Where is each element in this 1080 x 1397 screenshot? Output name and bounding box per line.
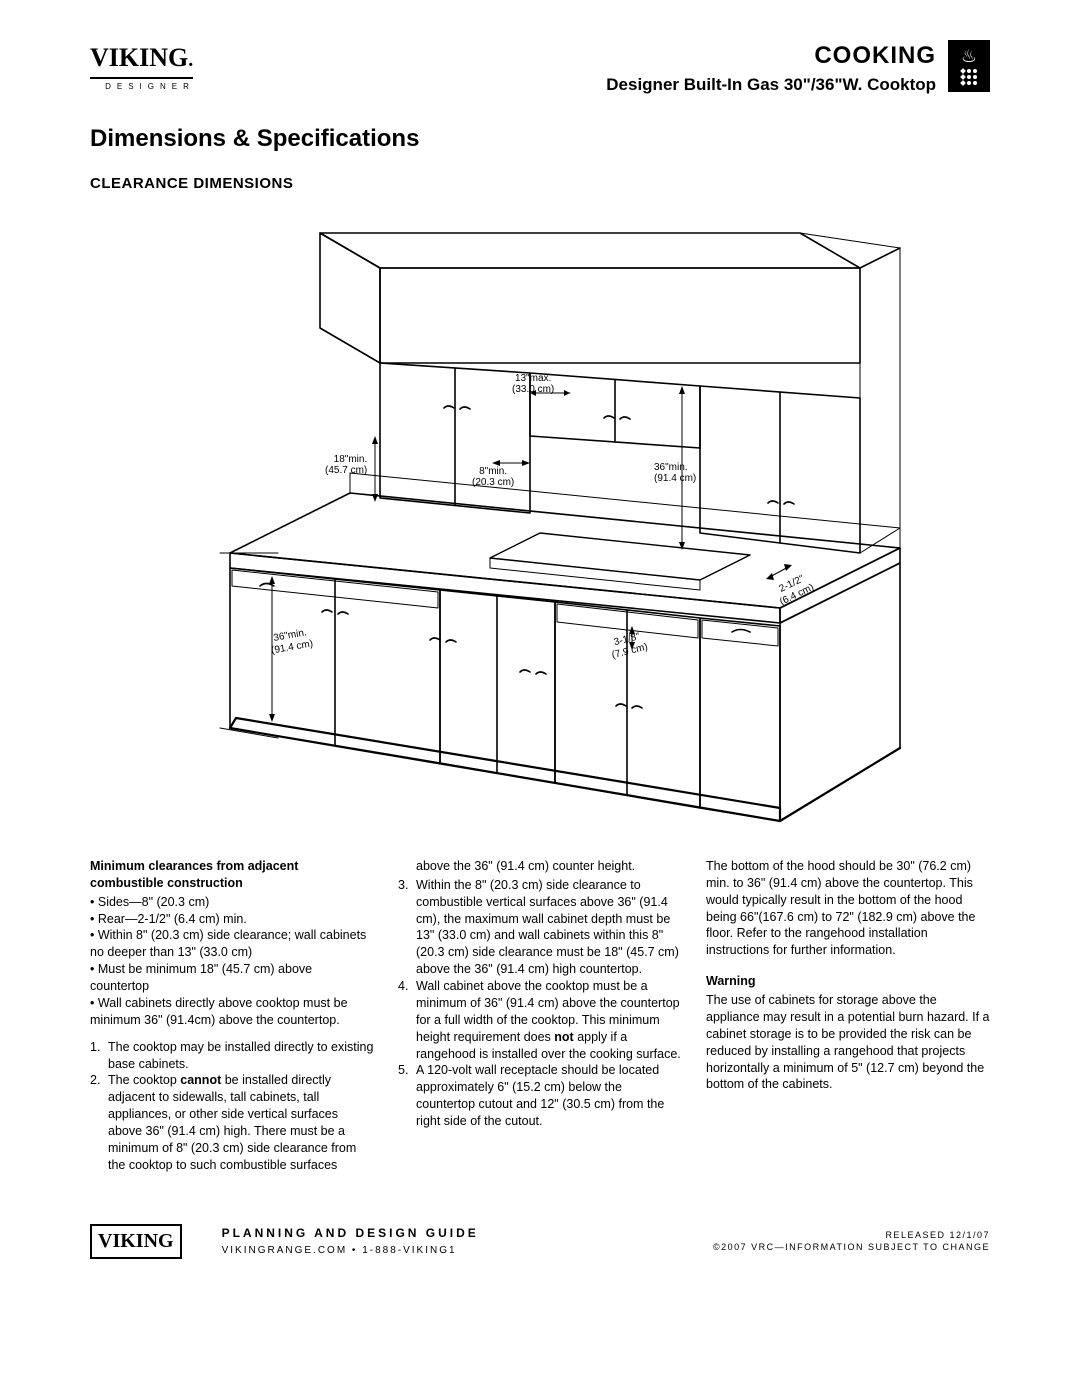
text-columns: Minimum clearances from adjacent combust… bbox=[90, 858, 990, 1174]
col1-bullet-1: Sides—8" (20.3 cm) bbox=[90, 894, 374, 911]
brand-logo-subtext: DESIGNER bbox=[90, 82, 210, 93]
dim-18min-l1: 18"min. bbox=[334, 454, 368, 465]
col2-num-5: 5.A 120-volt wall receptacle should be l… bbox=[398, 1062, 682, 1130]
col1-num-2: 2.The cooktop cannot be installed direct… bbox=[90, 1072, 374, 1173]
col1-bullet-2: Rear—2-1/2" (6.4 cm) min. bbox=[90, 911, 374, 928]
warning-heading: Warning bbox=[706, 973, 990, 990]
product-title: Designer Built-In Gas 30"/36"W. Cooktop bbox=[606, 74, 936, 97]
header: VIKING. DESIGNER COOKING Designer Built-… bbox=[90, 40, 990, 97]
col2-num-5-n: 5. bbox=[398, 1062, 412, 1130]
header-titles: COOKING Designer Built-In Gas 30"/36"W. … bbox=[606, 40, 936, 97]
flame-icon: ♨ bbox=[961, 47, 977, 65]
page: VIKING. DESIGNER COOKING Designer Built-… bbox=[0, 0, 1080, 1289]
col2-num-4-n: 4. bbox=[398, 978, 412, 1062]
dim-13max-l1: 13"max. bbox=[515, 373, 551, 384]
footer-guide-title: PLANNING AND DESIGN GUIDE bbox=[222, 1225, 693, 1241]
footer: VIKING PLANNING AND DESIGN GUIDE VIKINGR… bbox=[90, 1224, 990, 1259]
footer-right: RELEASED 12/1/07 ©2007 VRC—INFORMATION S… bbox=[713, 1229, 990, 1254]
footer-middle: PLANNING AND DESIGN GUIDE VIKINGRANGE.CO… bbox=[202, 1225, 693, 1257]
col1-num-1: 1.The cooktop may be installed directly … bbox=[90, 1039, 374, 1073]
col1-num-1-text: The cooktop may be installed directly to… bbox=[108, 1039, 374, 1073]
footer-logo: VIKING bbox=[90, 1224, 182, 1259]
col2-num-4-text: Wall cabinet above the cooktop must be a… bbox=[416, 978, 682, 1062]
col2-num-3-n: 3. bbox=[398, 877, 412, 978]
col2-numbered: 3.Within the 8" (20.3 cm) side clearance… bbox=[398, 877, 682, 1130]
dim-8min: 8"min. (20.3 cm) bbox=[472, 466, 514, 489]
dim-8min-l2: (20.3 cm) bbox=[472, 477, 514, 488]
column-2: above the 36" (91.4 cm) counter height. … bbox=[398, 858, 682, 1174]
category-title: COOKING bbox=[606, 40, 936, 72]
col2-num-3-text: Within the 8" (20.3 cm) side clearance t… bbox=[416, 877, 682, 978]
col2-continuation: above the 36" (91.4 cm) counter height. bbox=[398, 858, 682, 875]
burner-grid-icon bbox=[961, 69, 977, 85]
col1-heading: Minimum clearances from adjacent combust… bbox=[90, 858, 374, 892]
dim-36min-upper-l1: 36"min. bbox=[654, 462, 688, 473]
col1-num-2-text: The cooktop cannot be installed directly… bbox=[108, 1072, 374, 1173]
dim-8min-l1: 8"min. bbox=[479, 466, 507, 477]
category-icon: ♨ bbox=[948, 40, 990, 92]
dim-36min-upper: 36"min. (91.4 cm) bbox=[654, 462, 696, 485]
col1-bullet-3: Within 8" (20.3 cm) side clearance; wall… bbox=[90, 927, 374, 961]
header-right: COOKING Designer Built-In Gas 30"/36"W. … bbox=[606, 40, 990, 97]
diagram-container: 13"max. (33.0 cm) 18"min. (45.7 cm) 8"mi… bbox=[90, 208, 990, 828]
col2-num-4: 4.Wall cabinet above the cooktop must be… bbox=[398, 978, 682, 1062]
dim-36min-upper-l2: (91.4 cm) bbox=[654, 473, 696, 484]
col2-num-5-text: A 120-volt wall receptacle should be loc… bbox=[416, 1062, 682, 1130]
col1-num-2-n: 2. bbox=[90, 1072, 104, 1173]
warning-text: The use of cabinets for storage above th… bbox=[706, 992, 990, 1093]
col1-bullets: Sides—8" (20.3 cm) Rear—2-1/2" (6.4 cm) … bbox=[90, 894, 374, 1029]
footer-contact: VIKINGRANGE.COM • 1-888-VIKING1 bbox=[222, 1244, 693, 1258]
brand-logo: VIKING. bbox=[90, 40, 193, 79]
col1-bullet-4: Must be minimum 18" (45.7 cm) above coun… bbox=[90, 961, 374, 995]
col3-paragraph: The bottom of the hood should be 30" (76… bbox=[706, 858, 990, 959]
column-3: The bottom of the hood should be 30" (76… bbox=[706, 858, 990, 1174]
dim-18min-l2: (45.7 cm) bbox=[325, 465, 367, 476]
dim-13max: 13"max. (33.0 cm) bbox=[512, 373, 554, 396]
col1-bullet-5: Wall cabinets directly above cooktop mus… bbox=[90, 995, 374, 1029]
brand-logo-text: VIKING bbox=[90, 43, 188, 72]
logo-block: VIKING. DESIGNER bbox=[90, 40, 210, 93]
brand-logo-dot: . bbox=[188, 49, 193, 71]
column-1: Minimum clearances from adjacent combust… bbox=[90, 858, 374, 1174]
col2-num-3: 3.Within the 8" (20.3 cm) side clearance… bbox=[398, 877, 682, 978]
section-title: Dimensions & Specifications bbox=[90, 123, 990, 155]
footer-copyright: ©2007 VRC—INFORMATION SUBJECT TO CHANGE bbox=[713, 1241, 990, 1254]
subsection-title: CLEARANCE DIMENSIONS bbox=[90, 174, 990, 194]
footer-release-date: RELEASED 12/1/07 bbox=[713, 1229, 990, 1242]
col1-numbered: 1.The cooktop may be installed directly … bbox=[90, 1039, 374, 1174]
col1-num-1-n: 1. bbox=[90, 1039, 104, 1073]
dim-18min: 18"min. (45.7 cm) bbox=[325, 454, 367, 477]
clearance-diagram: 13"max. (33.0 cm) 18"min. (45.7 cm) 8"mi… bbox=[160, 208, 920, 828]
dim-13max-l2: (33.0 cm) bbox=[512, 384, 554, 395]
